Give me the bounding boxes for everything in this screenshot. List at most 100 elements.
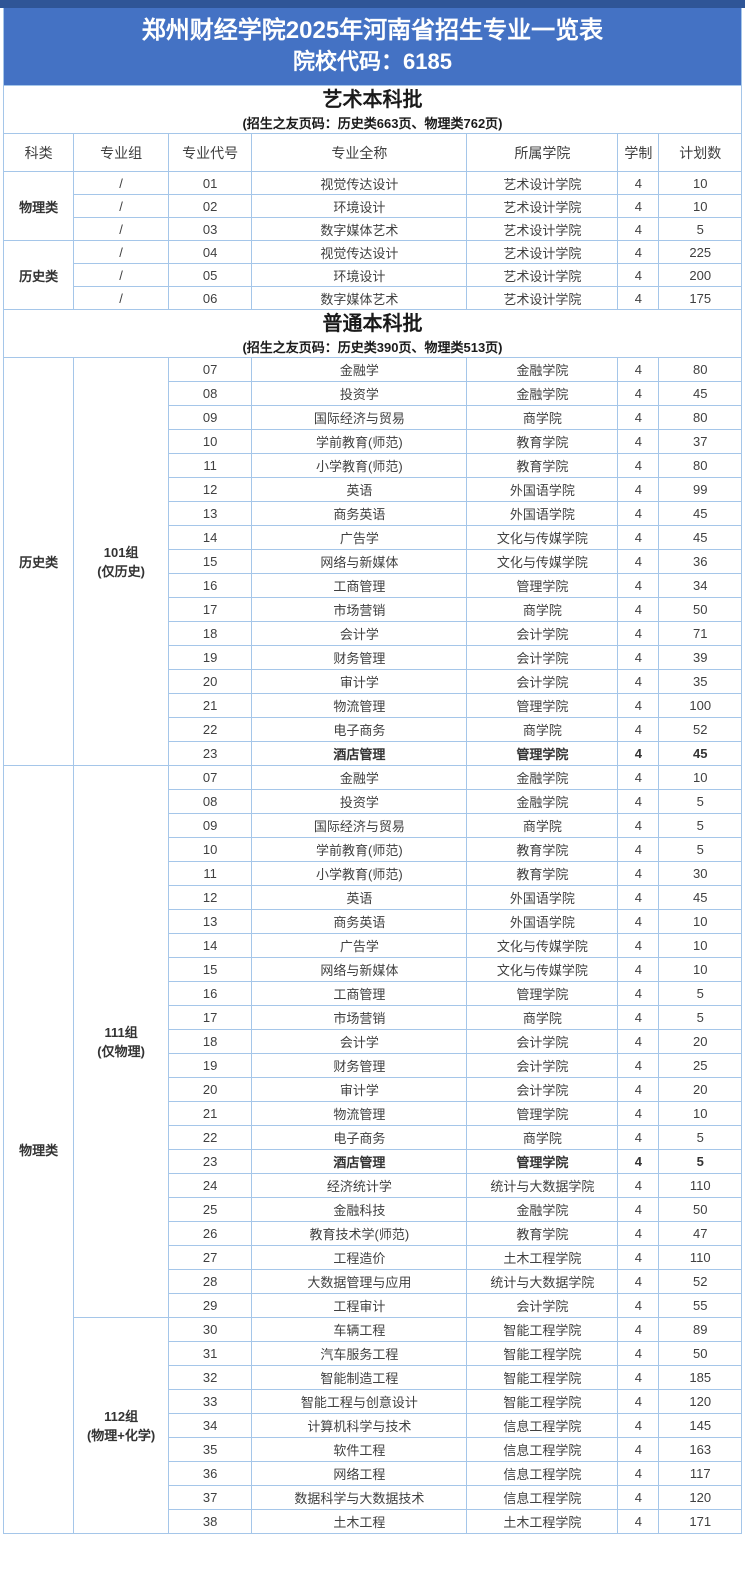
plan-count-cell: 45 <box>658 885 742 910</box>
major-group-cell: 101组 (仅历史) <box>73 357 169 766</box>
college-cell: 智能工程学院 <box>466 1389 619 1414</box>
study-years-cell: 4 <box>617 1029 660 1054</box>
college-cell: 信息工程学院 <box>466 1461 619 1486</box>
college-cell: 外国语学院 <box>466 909 619 934</box>
study-years-cell: 4 <box>617 717 660 742</box>
major-name-cell: 教育技术学(师范) <box>251 1221 468 1246</box>
plan-count-cell: 30 <box>658 861 742 886</box>
college-cell: 外国语学院 <box>466 477 619 502</box>
plan-count-cell: 80 <box>658 357 742 382</box>
college-cell: 管理学院 <box>466 573 619 598</box>
study-years-cell: 4 <box>617 573 660 598</box>
major-name-cell: 会计学 <box>251 1029 468 1054</box>
plan-count-cell: 80 <box>658 405 742 430</box>
study-years-cell: 4 <box>617 1293 660 1318</box>
table-row: 12 英语 外国语学院 4 45 <box>4 885 742 910</box>
major-code-cell: 13 <box>167 501 253 526</box>
study-years-cell: 4 <box>617 171 660 195</box>
major-code-cell: 21 <box>167 1101 253 1126</box>
major-code-cell: 32 <box>167 1365 253 1390</box>
major-code-cell: 13 <box>167 909 253 934</box>
study-years-cell: 4 <box>617 597 660 622</box>
table-row: 34 计算机科学与技术 信息工程学院 4 145 <box>4 1413 742 1438</box>
major-code-cell: 08 <box>167 789 253 814</box>
study-years-cell: 4 <box>617 194 660 218</box>
major-code-cell: 10 <box>167 837 253 862</box>
plan-count-cell: 47 <box>658 1221 742 1246</box>
major-name-cell: 工商管理 <box>251 573 468 598</box>
major-code-cell: 34 <box>167 1413 253 1438</box>
plan-count-cell: 185 <box>658 1365 742 1390</box>
column-header-row: 科类 专业组 专业代号 专业全称 所属学院 学制 计划数 <box>2 133 742 172</box>
major-code-cell: 11 <box>167 861 253 886</box>
plan-count-cell: 45 <box>658 381 742 406</box>
college-cell: 商学院 <box>466 597 619 622</box>
study-years-cell: 4 <box>617 381 660 406</box>
plan-count-cell: 5 <box>658 1125 742 1150</box>
plan-count-cell: 55 <box>658 1293 742 1318</box>
table-row: 36 网络工程 信息工程学院 4 117 <box>4 1461 742 1486</box>
table-row: 32 智能制造工程 智能工程学院 4 185 <box>4 1365 742 1390</box>
major-code-cell: 02 <box>167 194 253 218</box>
study-years-cell: 4 <box>617 357 660 382</box>
major-code-cell: 36 <box>167 1461 253 1486</box>
study-years-cell: 4 <box>617 1485 660 1510</box>
major-code-cell: 25 <box>167 1197 253 1222</box>
major-code-cell: 35 <box>167 1437 253 1462</box>
plan-count-cell: 45 <box>658 501 742 526</box>
plan-count-cell: 34 <box>658 573 742 598</box>
major-name-cell: 英语 <box>251 885 468 910</box>
college-cell: 统计与大数据学院 <box>466 1173 619 1198</box>
major-name-cell: 小学教育(师范) <box>251 861 468 886</box>
major-group-cell: / <box>73 240 169 264</box>
study-years-cell: 4 <box>617 525 660 550</box>
college-cell: 会计学院 <box>466 1029 619 1054</box>
college-cell: 金融学院 <box>466 357 619 382</box>
study-years-cell: 4 <box>617 1365 660 1390</box>
table-row: /03 数字媒体艺术 艺术设计学院 4 5 <box>4 217 742 241</box>
page-title: 郑州财经学院2025年河南省招生专业一览表 <box>141 17 604 44</box>
table-row: 37 数据科学与大数据技术 信息工程学院 4 120 <box>4 1485 742 1510</box>
table-row: 23 酒店管理 管理学院 4 5 <box>4 1149 742 1174</box>
major-code-cell: 19 <box>167 1053 253 1078</box>
study-years-cell: 4 <box>617 1173 660 1198</box>
college-cell: 会计学院 <box>466 1053 619 1078</box>
college-cell: 金融学院 <box>466 381 619 406</box>
study-years-cell: 4 <box>617 453 660 478</box>
column-header-cell: 所属学院 <box>466 133 619 172</box>
major-group-cell: / <box>73 286 169 310</box>
column-header-cell: 学制 <box>617 133 660 172</box>
major-name-cell: 物流管理 <box>251 1101 468 1126</box>
major-name-cell: 市场营销 <box>251 597 468 622</box>
major-name-cell: 车辆工程 <box>251 1317 468 1342</box>
study-years-cell: 4 <box>617 240 660 264</box>
college-cell: 管理学院 <box>466 1149 619 1174</box>
plan-count-cell: 50 <box>658 1341 742 1366</box>
college-cell: 金融学院 <box>466 1197 619 1222</box>
college-cell: 土木工程学院 <box>466 1509 619 1534</box>
major-name-cell: 电子商务 <box>251 717 468 742</box>
plan-count-cell: 10 <box>658 909 742 934</box>
major-name-cell: 国际经济与贸易 <box>251 813 468 838</box>
major-code-cell: 19 <box>167 645 253 670</box>
table-row: 历史类/04 视觉传达设计 艺术设计学院 4 225 <box>2 240 742 310</box>
major-code-cell: 23 <box>167 1149 253 1174</box>
college-cell: 艺术设计学院 <box>466 171 619 195</box>
major-name-cell: 市场营销 <box>251 1005 468 1030</box>
college-cell: 会计学院 <box>466 1293 619 1318</box>
table-row: /06 数字媒体艺术 艺术设计学院 4 175 <box>4 286 742 310</box>
major-name-cell: 英语 <box>251 477 468 502</box>
banner-top-strip <box>0 0 745 8</box>
college-cell: 会计学院 <box>466 1077 619 1102</box>
table-row: 17 市场营销 商学院 4 50 <box>4 597 742 622</box>
major-code-cell: 14 <box>167 525 253 550</box>
plan-count-cell: 39 <box>658 645 742 670</box>
major-name-cell: 软件工程 <box>251 1437 468 1462</box>
study-years-cell: 4 <box>617 621 660 646</box>
plan-count-cell: 89 <box>658 1317 742 1342</box>
major-group-label-line: 111组 <box>104 1024 138 1040</box>
college-cell: 文化与传媒学院 <box>466 957 619 982</box>
study-years-cell: 4 <box>617 1317 660 1342</box>
major-code-cell: 07 <box>167 765 253 790</box>
plan-count-cell: 225 <box>658 240 742 264</box>
